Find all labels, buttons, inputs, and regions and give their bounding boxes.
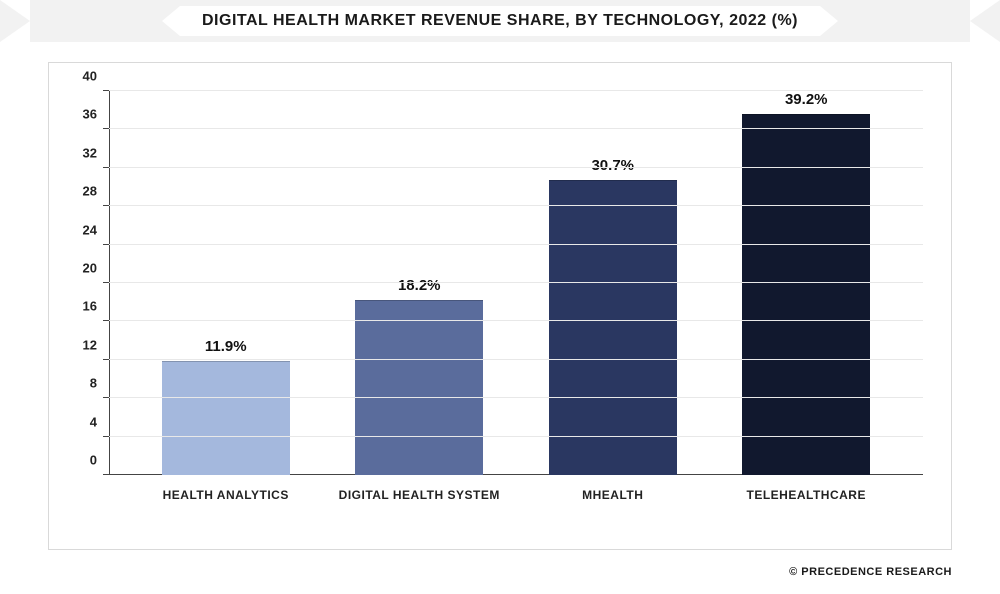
y-tick: [103, 474, 109, 475]
grid-line: [109, 128, 923, 129]
y-tick-label: 4: [90, 414, 109, 429]
grid-line: [109, 282, 923, 283]
bars-container: 11.9%HEALTH ANALYTICS18.2%DIGITAL HEALTH…: [109, 91, 923, 475]
chart-title-banner: DIGITAL HEALTH MARKET REVENUE SHARE, BY …: [0, 0, 1000, 42]
bar-value-label: 39.2%: [785, 91, 828, 108]
grid-line: [109, 90, 923, 91]
bar-value-label: 18.2%: [398, 277, 441, 294]
bar-slot: 18.2%DIGITAL HEALTH SYSTEM: [323, 91, 517, 475]
y-tick: [103, 359, 109, 360]
y-tick-label: 12: [83, 337, 109, 352]
grid-line: [109, 244, 923, 245]
attribution-text: © PRECEDENCE RESEARCH: [789, 566, 952, 578]
grid-line: [109, 436, 923, 437]
bar: [162, 361, 290, 475]
bar: [355, 300, 483, 475]
y-tick-label: 28: [83, 184, 109, 199]
y-tick: [103, 167, 109, 168]
bar-slot: 11.9%HEALTH ANALYTICS: [129, 91, 323, 475]
bar-value-label: 11.9%: [205, 338, 247, 355]
y-tick-label: 0: [90, 453, 109, 468]
chart-frame: 11.9%HEALTH ANALYTICS18.2%DIGITAL HEALTH…: [48, 62, 952, 550]
y-tick-label: 20: [83, 261, 109, 276]
grid-line: [109, 320, 923, 321]
bar-value-label: 30.7%: [591, 157, 634, 174]
y-tick-label: 32: [83, 145, 109, 160]
y-tick-label: 24: [83, 222, 109, 237]
y-tick: [103, 320, 109, 321]
y-tick-label: 8: [90, 376, 109, 391]
chart-title: DIGITAL HEALTH MARKET REVENUE SHARE, BY …: [202, 12, 798, 30]
y-tick: [103, 397, 109, 398]
grid-line: [109, 205, 923, 206]
bar: [549, 180, 677, 475]
y-tick: [103, 436, 109, 437]
plot-area: 11.9%HEALTH ANALYTICS18.2%DIGITAL HEALTH…: [109, 91, 923, 475]
y-tick-label: 36: [83, 107, 109, 122]
bar-category-label: TELEHEALTHCARE: [690, 487, 922, 503]
bar-slot: 39.2%TELEHEALTHCARE: [710, 91, 904, 475]
grid-line: [109, 397, 923, 398]
bar-slot: 30.7%MHEALTH: [516, 91, 710, 475]
y-tick: [103, 205, 109, 206]
y-tick: [103, 282, 109, 283]
y-tick: [103, 244, 109, 245]
y-tick-label: 16: [83, 299, 109, 314]
y-tick: [103, 128, 109, 129]
y-tick-label: 40: [83, 69, 109, 84]
grid-line: [109, 359, 923, 360]
bar: [742, 114, 870, 475]
y-tick: [103, 90, 109, 91]
grid-line: [109, 167, 923, 168]
